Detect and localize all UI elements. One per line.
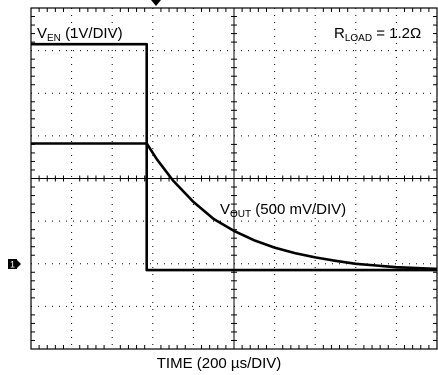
ch2-label: VOUT (500 mV/DIV) [220, 201, 347, 220]
trigger-marker-icon [151, 0, 161, 6]
trace-v-en [31, 42, 437, 272]
reference-marker-text: 1 [10, 260, 15, 270]
ch1-label: VEN (1V/DIV) [37, 25, 123, 44]
channel-1-reference-marker-icon: 1 [8, 259, 21, 269]
traces [31, 42, 438, 272]
plot-frame [30, 7, 438, 350]
trace-v-out [31, 142, 438, 271]
graticule [30, 7, 438, 350]
rload-label: RLOAD = 1.2Ω [334, 25, 422, 44]
x-axis-label: TIME (200 µs/DIV) [156, 355, 282, 372]
